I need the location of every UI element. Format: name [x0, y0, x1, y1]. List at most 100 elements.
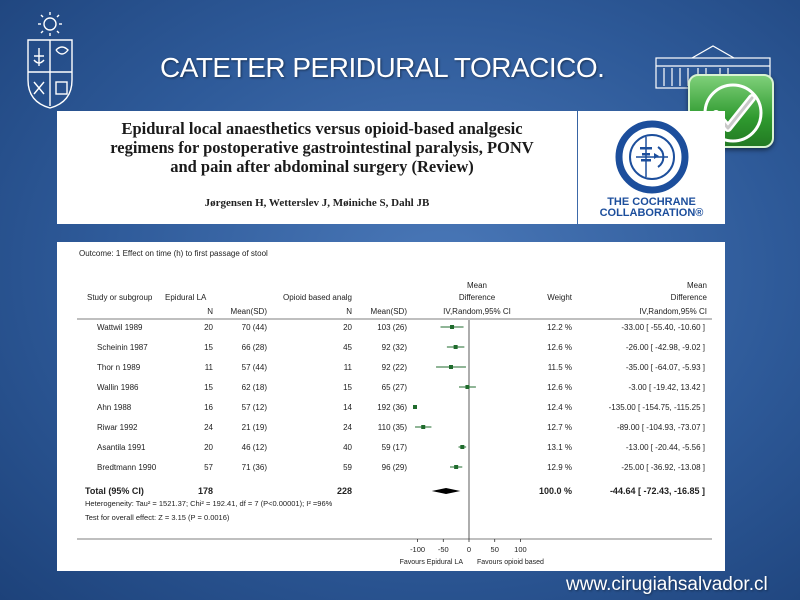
header-md-right-bottom: IV,Random,95% CI — [639, 307, 707, 316]
header-weight: Weight — [547, 293, 573, 302]
header-n-epidural: N — [207, 307, 213, 316]
total-n-epidural: 178 — [198, 486, 213, 496]
study-mean-sd-epidural: 21 (19) — [242, 423, 268, 432]
study-mean-sd-epidural: 57 (44) — [242, 363, 268, 372]
study-weight: 11.5 % — [548, 363, 572, 372]
forest-plot-panel: Outcome: 1 Effect on time (h) to first p… — [57, 242, 725, 571]
study-n-opioid: 15 — [343, 383, 352, 392]
study-n-epidural: 11 — [205, 363, 214, 372]
header-md-right-top: Mean — [687, 281, 707, 290]
point-estimate-marker — [453, 345, 458, 349]
footer-website-url: www.cirugiahsalvador.cl — [566, 574, 768, 595]
study-weight: 12.9 % — [547, 463, 572, 472]
study-n-opioid: 20 — [343, 323, 352, 332]
cochrane-line2: COLLABORATION® — [599, 207, 704, 219]
study-ci-text: -26.00 [ -42.98, -9.02 ] — [626, 343, 705, 352]
point-estimate-marker — [465, 385, 470, 389]
study-n-epidural: 16 — [204, 403, 213, 412]
review-title-line: regimens for postoperative gastrointesti… — [110, 138, 534, 157]
study-mean-sd-opioid: 103 (26) — [377, 323, 407, 332]
point-estimate-marker — [460, 445, 465, 449]
study-n-epidural: 15 — [204, 343, 213, 352]
point-estimate-marker — [450, 325, 455, 329]
forest-plot: Outcome: 1 Effect on time (h) to first p… — [77, 249, 712, 566]
x-axis-tick-label: 100 — [514, 545, 527, 554]
point-estimate-marker — [449, 365, 453, 369]
study-mean-sd-opioid: 92 (32) — [382, 343, 408, 352]
study-name: Ahn 1988 — [97, 403, 132, 412]
study-weight: 13.1 % — [547, 443, 572, 452]
university-crest-logo — [27, 12, 73, 109]
study-name: Thor n 1989 — [97, 363, 141, 372]
header-study: Study or subgroup — [87, 293, 153, 302]
total-ci-text: -44.64 [ -72.43, -16.85 ] — [610, 486, 705, 496]
point-estimate-marker — [421, 425, 426, 429]
study-mean-sd-epidural: 46 (12) — [242, 443, 268, 452]
study-mean-sd-opioid: 59 (17) — [382, 443, 408, 452]
study-ci-text: -3.00 [ -19.42, 13.42 ] — [629, 383, 706, 392]
total-weight: 100.0 % — [539, 486, 572, 496]
x-axis-tick-label: 0 — [467, 545, 471, 554]
study-name: Riwar 1992 — [97, 423, 138, 432]
study-name: Scheinin 1987 — [97, 343, 148, 352]
header-md-mid: Difference — [459, 293, 496, 302]
study-mean-sd-epidural: 71 (36) — [242, 463, 268, 472]
study-mean-sd-opioid: 65 (27) — [382, 383, 408, 392]
study-ci-text: -33.00 [ -55.40, -10.60 ] — [621, 323, 705, 332]
study-name: Asantila 1991 — [97, 443, 146, 452]
study-n-epidural: 15 — [204, 383, 213, 392]
outcome-label: Outcome: 1 Effect on time (h) to first p… — [79, 249, 268, 258]
header-md-right-mid: Difference — [671, 293, 708, 302]
study-n-epidural: 20 — [204, 443, 213, 452]
x-axis-tick-label: 50 — [491, 545, 499, 554]
study-name: Wallin 1986 — [97, 383, 139, 392]
review-header-panel: Epidural local anaesthetics versus opioi… — [57, 111, 577, 224]
study-name: Bredtmann 1990 — [97, 463, 157, 472]
review-authors: Jørgensen H, Wetterslev J, Møiniche S, D… — [204, 197, 430, 209]
cochrane-line1: THE COCHRANE — [607, 196, 696, 208]
slide-title: CATETER PERIDURAL TORACICO. — [160, 52, 605, 83]
cochrane-logo-panel: THE COCHRANE COLLABORATION® — [578, 111, 725, 224]
study-n-epidural: 24 — [204, 423, 213, 432]
total-n-opioid: 228 — [337, 486, 352, 496]
header-md-top: Mean — [467, 281, 487, 290]
overall-effect-text: Test for overall effect: Z = 3.15 (P = 0… — [85, 513, 230, 522]
header-md-bottom: IV,Random,95% CI — [443, 307, 511, 316]
study-mean-sd-epidural: 62 (18) — [242, 383, 268, 392]
study-weight: 12.4 % — [547, 403, 572, 412]
study-mean-sd-epidural: 70 (44) — [242, 323, 268, 332]
study-weight: 12.6 % — [547, 383, 572, 392]
review-title-line: Epidural local anaesthetics versus opioi… — [121, 119, 523, 138]
point-estimate-marker — [413, 405, 417, 409]
review-title: Epidural local anaesthetics versus opioi… — [87, 119, 557, 176]
study-n-epidural: 57 — [204, 463, 213, 472]
study-mean-sd-opioid: 96 (29) — [382, 463, 408, 472]
cochrane-circle-icon — [615, 120, 689, 194]
study-mean-sd-epidural: 57 (12) — [242, 403, 268, 412]
x-axis-tick-label: -50 — [438, 545, 449, 554]
study-weight: 12.7 % — [547, 423, 572, 432]
study-n-opioid: 59 — [343, 463, 352, 472]
study-weight: 12.2 % — [547, 323, 572, 332]
study-n-opioid: 45 — [343, 343, 352, 352]
study-mean-sd-opioid: 110 (35) — [378, 423, 408, 432]
header-mean-sd-opioid: Mean(SD) — [371, 307, 408, 316]
study-n-opioid: 14 — [343, 403, 352, 412]
study-weight: 12.6 % — [547, 343, 572, 352]
study-mean-sd-opioid: 192 (36) — [377, 403, 407, 412]
study-name: Wattwil 1989 — [97, 323, 143, 332]
study-n-opioid: 11 — [344, 363, 353, 372]
header-epidural: Epidural LA — [165, 293, 207, 302]
heterogeneity-text: Heterogeneity: Tau² = 1521.37; Chi² = 19… — [85, 499, 333, 508]
study-mean-sd-epidural: 66 (28) — [242, 343, 268, 352]
header-n-opioid: N — [346, 307, 352, 316]
cochrane-wordmark: THE COCHRANE COLLABORATION® — [578, 197, 725, 219]
pooled-diamond — [431, 488, 461, 494]
point-estimate-marker — [454, 465, 459, 469]
total-label: Total (95% CI) — [85, 486, 144, 496]
favours-right-label: Favours opioid based — [477, 559, 544, 566]
study-n-opioid: 40 — [343, 443, 352, 452]
study-n-opioid: 24 — [343, 423, 352, 432]
study-n-epidural: 20 — [204, 323, 213, 332]
x-axis-tick-label: -100 — [410, 545, 425, 554]
